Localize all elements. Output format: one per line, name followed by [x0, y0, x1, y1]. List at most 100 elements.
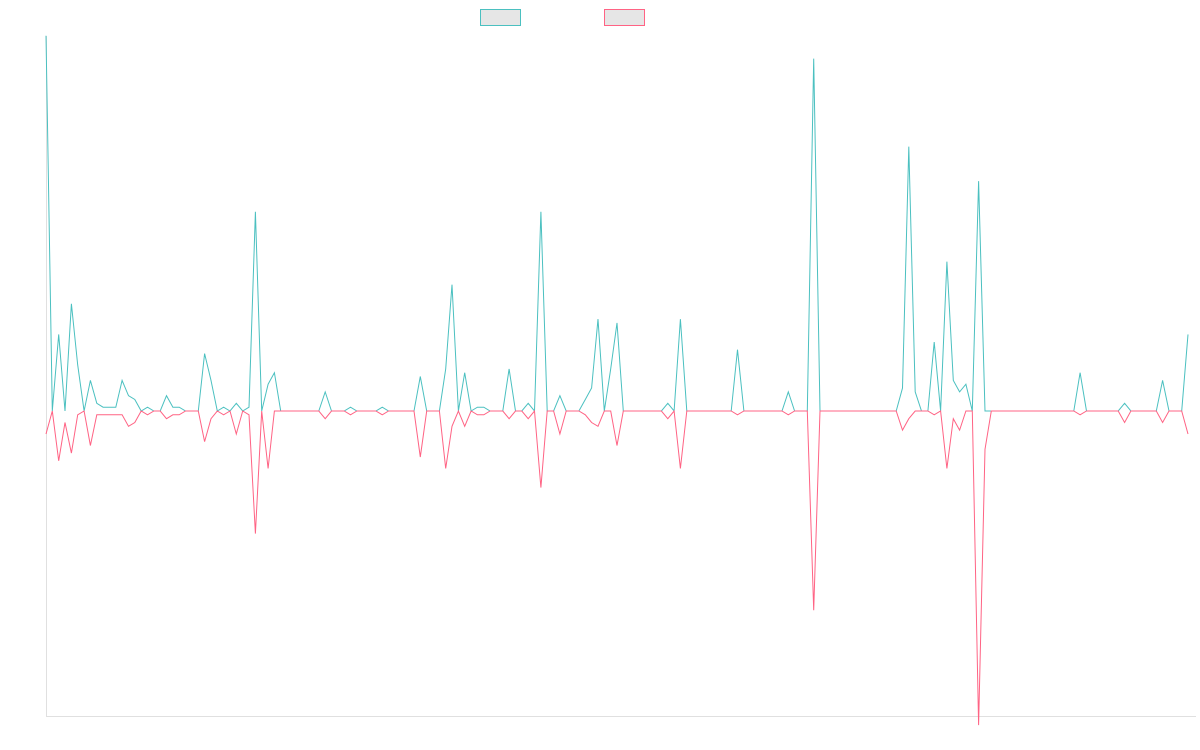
series-2-point[interactable]: [1040, 409, 1044, 413]
series-1-point[interactable]: [983, 409, 987, 413]
series-1-point[interactable]: [418, 375, 422, 379]
series-2-point[interactable]: [361, 409, 365, 413]
series-2-point[interactable]: [1154, 409, 1158, 413]
series-1-point[interactable]: [583, 398, 587, 402]
series-2-point[interactable]: [196, 409, 200, 413]
series-1-point[interactable]: [222, 405, 226, 409]
series-1-point[interactable]: [114, 405, 118, 409]
series-2-point[interactable]: [44, 432, 48, 436]
series-2-point[interactable]: [1148, 409, 1152, 413]
series-2-point[interactable]: [507, 417, 511, 421]
series-2-point[interactable]: [704, 409, 708, 413]
series-1-point[interactable]: [1161, 378, 1165, 382]
series-2-point[interactable]: [533, 409, 537, 413]
series-2-point[interactable]: [901, 428, 905, 432]
series-2-point[interactable]: [1034, 409, 1038, 413]
series-2-point[interactable]: [444, 466, 448, 470]
series-2-point[interactable]: [520, 409, 524, 413]
series-1-point[interactable]: [88, 378, 92, 382]
series-1-point[interactable]: [127, 394, 131, 398]
series-1-point[interactable]: [69, 302, 73, 306]
series-2-point[interactable]: [291, 409, 295, 413]
series-2-point[interactable]: [76, 413, 80, 417]
series-1-point[interactable]: [964, 382, 968, 386]
series-1-point[interactable]: [913, 390, 917, 394]
series-1-point[interactable]: [266, 382, 270, 386]
series-2-point[interactable]: [1008, 409, 1012, 413]
series-2-point[interactable]: [767, 409, 771, 413]
series-1-point[interactable]: [977, 179, 981, 183]
series-1-point[interactable]: [57, 332, 61, 336]
series-2-point[interactable]: [920, 409, 924, 413]
series-2-point[interactable]: [824, 409, 828, 413]
series-2-point[interactable]: [1186, 432, 1190, 436]
series-2-point[interactable]: [913, 409, 917, 413]
series-2-point[interactable]: [177, 413, 181, 417]
series-2-point[interactable]: [50, 409, 54, 413]
series-1-point[interactable]: [539, 210, 543, 214]
series-2-point[interactable]: [495, 409, 499, 413]
series-1-point[interactable]: [44, 34, 48, 38]
series-2-point[interactable]: [894, 409, 898, 413]
series-2-point[interactable]: [501, 409, 505, 413]
series-2-point[interactable]: [539, 486, 543, 490]
series-2-point[interactable]: [475, 413, 479, 417]
series-2-point[interactable]: [843, 409, 847, 413]
series-2-point[interactable]: [1078, 413, 1082, 417]
series-2-point[interactable]: [659, 409, 663, 413]
series-2-point[interactable]: [215, 409, 219, 413]
series-2-point[interactable]: [406, 409, 410, 413]
series-2-point[interactable]: [63, 421, 67, 425]
series-2-point[interactable]: [203, 440, 207, 444]
series-2-point[interactable]: [133, 421, 137, 425]
series-2-point[interactable]: [514, 409, 518, 413]
series-2-point[interactable]: [368, 409, 372, 413]
series-2-point[interactable]: [120, 413, 124, 417]
series-2-point[interactable]: [450, 424, 454, 428]
series-1-point[interactable]: [253, 210, 257, 214]
series-2-point[interactable]: [88, 444, 92, 448]
series-2-point[interactable]: [1173, 409, 1177, 413]
series-2-point[interactable]: [1027, 409, 1031, 413]
series-2-point[interactable]: [349, 413, 353, 417]
series-2-point[interactable]: [1002, 409, 1006, 413]
series-2-point[interactable]: [330, 409, 334, 413]
series-2-point[interactable]: [456, 409, 460, 413]
series-1-point[interactable]: [666, 401, 670, 405]
series-2-point[interactable]: [558, 432, 562, 436]
series-2-point[interactable]: [1015, 409, 1019, 413]
series-2-point[interactable]: [945, 466, 949, 470]
series-1-point[interactable]: [1078, 371, 1082, 375]
series-2-point[interactable]: [114, 413, 118, 417]
series-1-point[interactable]: [95, 401, 99, 405]
series-2-point[interactable]: [342, 409, 346, 413]
series-2-point[interactable]: [869, 409, 873, 413]
series-2-point[interactable]: [583, 413, 587, 417]
series-2-point[interactable]: [1104, 409, 1108, 413]
series-1-point[interactable]: [596, 317, 600, 321]
series-1-point[interactable]: [76, 363, 80, 367]
series-1-point[interactable]: [482, 405, 486, 409]
series-2-point[interactable]: [209, 417, 213, 421]
series-1-point[interactable]: [678, 317, 682, 321]
series-2-point[interactable]: [418, 455, 422, 459]
series-1-point[interactable]: [786, 390, 790, 394]
series-2-point[interactable]: [317, 409, 321, 413]
series-2-point[interactable]: [374, 409, 378, 413]
series-2-point[interactable]: [989, 409, 993, 413]
series-2-point[interactable]: [1091, 409, 1095, 413]
series-1-point[interactable]: [120, 378, 124, 382]
series-2-point[interactable]: [628, 409, 632, 413]
series-2-point[interactable]: [279, 409, 283, 413]
series-2-point[interactable]: [951, 417, 955, 421]
series-2-point[interactable]: [260, 409, 264, 413]
series-1-point[interactable]: [203, 352, 207, 356]
series-2-point[interactable]: [463, 424, 467, 428]
series-2-point[interactable]: [425, 409, 429, 413]
series-2-point[interactable]: [571, 409, 575, 413]
series-2-point[interactable]: [1085, 409, 1089, 413]
series-2-point[interactable]: [1180, 409, 1184, 413]
series-1-point[interactable]: [1123, 401, 1127, 405]
series-2-point[interactable]: [932, 413, 936, 417]
series-2-point[interactable]: [184, 409, 188, 413]
